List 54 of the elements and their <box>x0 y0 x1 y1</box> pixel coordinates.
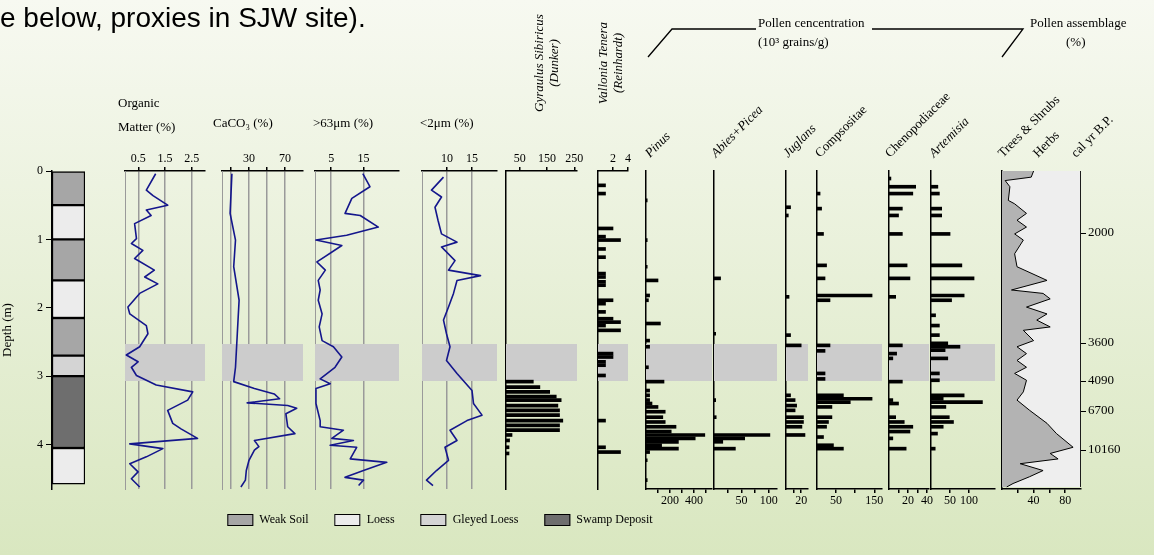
text: 10160 <box>1081 440 1121 457</box>
y-axis-title: Depth (m) <box>0 303 15 357</box>
x-tick-label: 2 <box>610 150 616 165</box>
x-tick-label: 50 <box>944 493 957 508</box>
text: e below, proxies in SJW site). <box>0 2 366 34</box>
x-tick-label: 20 <box>795 493 808 508</box>
legend-label: Gleyed Loess <box>452 512 519 527</box>
x-tick-label: 20 <box>902 493 915 508</box>
x-axis-title: Organic Matter (%) <box>118 94 177 136</box>
text: 4090 <box>1081 371 1114 388</box>
text: (10³ grains/g) <box>758 33 829 50</box>
x-axis-title: <2μm (%) <box>420 115 474 130</box>
y-tick-label: 4 <box>37 436 43 451</box>
legend-label: Loess <box>366 512 395 527</box>
chart-title: Gyraulus Sibiricus (Dunker) <box>531 13 561 114</box>
text: 3600 <box>1081 333 1114 350</box>
x-tick-label: 5 <box>328 150 335 165</box>
x-tick-label: 15 <box>466 150 478 165</box>
x-tick-label: 150 <box>537 150 556 165</box>
x-tick-label: 10 <box>441 150 453 165</box>
x-tick-label: 50 <box>513 150 526 165</box>
x-tick-label: 30 <box>243 150 255 165</box>
x-tick-label: 100 <box>960 493 979 508</box>
x-axis-title: CaCO₃ (%) <box>213 115 273 130</box>
chart-title: Vallonia Tenera (Reinhardt) <box>595 20 625 107</box>
x-tick-label: 80 <box>1059 493 1072 508</box>
x-tick-label: 50 <box>735 493 748 508</box>
x-tick-label: 70 <box>279 150 291 165</box>
text: cal yr B.P. <box>1067 111 1116 160</box>
x-tick-label: 40 <box>921 493 934 508</box>
text: Weak Soil <box>259 512 309 527</box>
x-tick-label: 50 <box>830 493 843 508</box>
x-tick-label: 15 <box>357 150 370 165</box>
x-tick-label: 2.5 <box>184 150 200 165</box>
text: Pollen cencentration <box>758 14 865 31</box>
text: (%) <box>1066 33 1086 50</box>
x-tick-label: 150 <box>865 493 884 508</box>
x-tick-label: 400 <box>685 493 703 508</box>
y-tick-label: 1 <box>37 231 43 246</box>
x-tick-label: 4 <box>625 150 631 165</box>
legend-label: Swamp Deposit <box>576 512 653 527</box>
x-tick-label: 40 <box>1027 493 1040 508</box>
text: 6700 <box>1081 401 1114 418</box>
y-tick-label: 0 <box>37 163 43 178</box>
x-tick-label: 100 <box>759 493 778 508</box>
text: 2000 <box>1081 223 1114 240</box>
x-axis-title: >63μm (%) <box>313 115 374 130</box>
x-tick-label: 0.5 <box>130 150 146 165</box>
x-tick-label: 200 <box>661 493 679 508</box>
text: Pollen assemblage <box>1030 14 1127 31</box>
y-tick-label: 3 <box>37 368 43 383</box>
x-tick-label: 250 <box>565 150 584 165</box>
x-tick-label: 1.5 <box>157 150 173 165</box>
y-tick-label: 2 <box>37 299 43 314</box>
